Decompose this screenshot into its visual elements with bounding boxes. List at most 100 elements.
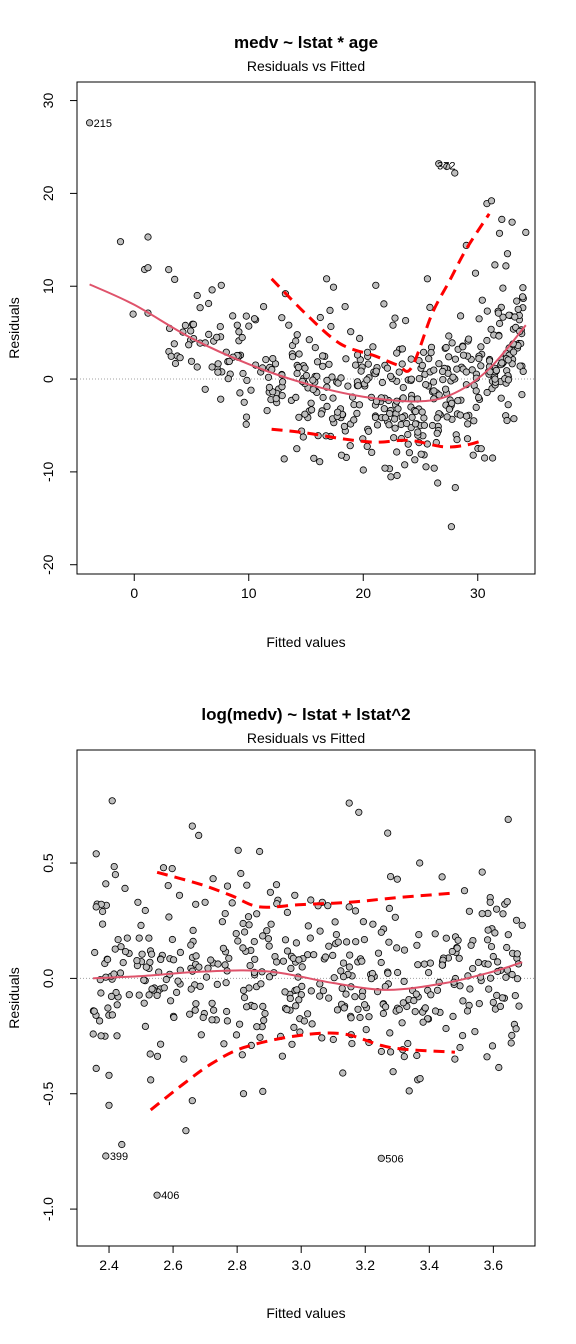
- data-point: [153, 1052, 162, 1060]
- data-point: [187, 985, 195, 993]
- data-point: [142, 963, 150, 971]
- data-point: [489, 952, 497, 961]
- upper-band-line: [156, 870, 456, 909]
- y-tick-label: -1.0: [40, 1197, 56, 1221]
- data-point: [243, 1003, 251, 1011]
- data-point: [310, 454, 318, 462]
- data-point: [516, 362, 524, 370]
- data-point: [418, 361, 426, 369]
- data-point: [351, 907, 360, 915]
- data-point: [348, 1040, 356, 1048]
- data-point: [283, 908, 291, 917]
- data-point: [170, 956, 178, 964]
- data-point: [329, 283, 338, 291]
- data-point: [300, 1017, 308, 1025]
- data-point: [253, 910, 261, 918]
- data-point: [504, 376, 512, 384]
- data-point: [266, 888, 274, 896]
- data-point: [475, 354, 483, 363]
- data-point: [97, 989, 105, 997]
- data-point: [145, 991, 153, 999]
- data-point: [337, 967, 345, 975]
- data-point: [405, 449, 413, 457]
- data-point: [225, 357, 233, 365]
- data-point: [333, 408, 342, 416]
- data-point: [112, 988, 120, 997]
- data-point: [293, 369, 301, 378]
- data-point: [451, 355, 459, 363]
- data-point: [346, 442, 354, 450]
- data-point: [438, 961, 446, 969]
- data-point: [329, 951, 337, 960]
- data-point: [399, 999, 407, 1007]
- data-point: [393, 349, 401, 357]
- data-point: [385, 938, 393, 946]
- data-point: [195, 963, 203, 971]
- data-point: [391, 424, 399, 432]
- data-point: [401, 316, 410, 325]
- data-point: [160, 984, 168, 992]
- data-point: [344, 382, 352, 390]
- data-point: [449, 1012, 457, 1021]
- data-point: [123, 934, 131, 942]
- data-point: [354, 382, 362, 390]
- data-point: [188, 822, 196, 830]
- data-point: [386, 372, 395, 380]
- data-point: [360, 1001, 369, 1009]
- data-point: [443, 162, 451, 171]
- data-point: [324, 902, 332, 910]
- data-point: [362, 1026, 370, 1034]
- data-point: [250, 315, 259, 323]
- data-point: [400, 946, 409, 954]
- data-point: [459, 351, 468, 359]
- data-point: [511, 991, 519, 1000]
- data-point: [339, 959, 348, 967]
- data-point: [308, 1020, 316, 1028]
- data-point: [251, 955, 259, 963]
- chart-1-x-axis-label: Fitted values: [266, 634, 345, 650]
- data-point: [242, 420, 250, 428]
- data-point: [486, 898, 494, 906]
- data-point: [325, 360, 333, 368]
- data-point: [493, 991, 501, 1000]
- data-point: [460, 887, 469, 895]
- data-point: [463, 435, 472, 443]
- data-point: [342, 355, 350, 363]
- data-point: [111, 870, 120, 879]
- data-point: [487, 197, 496, 205]
- y-tick-label: 0: [40, 375, 56, 383]
- data-point: [465, 907, 473, 915]
- data-point: [339, 1069, 347, 1077]
- data-point: [157, 955, 165, 964]
- data-point: [205, 330, 213, 338]
- data-point: [292, 939, 300, 947]
- data-point: [256, 1033, 264, 1041]
- data-point: [116, 969, 125, 977]
- data-point: [425, 355, 433, 363]
- x-tick-label: 30: [470, 585, 486, 601]
- data-point: [364, 360, 372, 368]
- data-point: [355, 334, 364, 342]
- data-point: [363, 376, 371, 384]
- data-point: [293, 331, 301, 339]
- data-point: [489, 998, 497, 1007]
- data-point: [237, 869, 245, 878]
- data-point: [439, 375, 447, 384]
- data-point: [462, 412, 471, 420]
- data-point: [502, 262, 510, 270]
- data-point: [238, 333, 246, 342]
- data-point: [364, 427, 373, 435]
- x-tick-label: 2.8: [227, 1257, 247, 1273]
- data-point: [221, 961, 229, 969]
- data-point: [99, 907, 107, 916]
- x-tick-label: 20: [355, 585, 371, 601]
- data-point: [232, 929, 240, 938]
- data-point: [223, 1007, 231, 1016]
- data-point: [192, 952, 200, 960]
- data-point: [168, 935, 176, 944]
- data-point: [415, 374, 423, 383]
- data-point: [167, 352, 175, 360]
- data-point: [307, 406, 316, 414]
- data-point: [280, 455, 288, 463]
- data-point: [390, 415, 399, 423]
